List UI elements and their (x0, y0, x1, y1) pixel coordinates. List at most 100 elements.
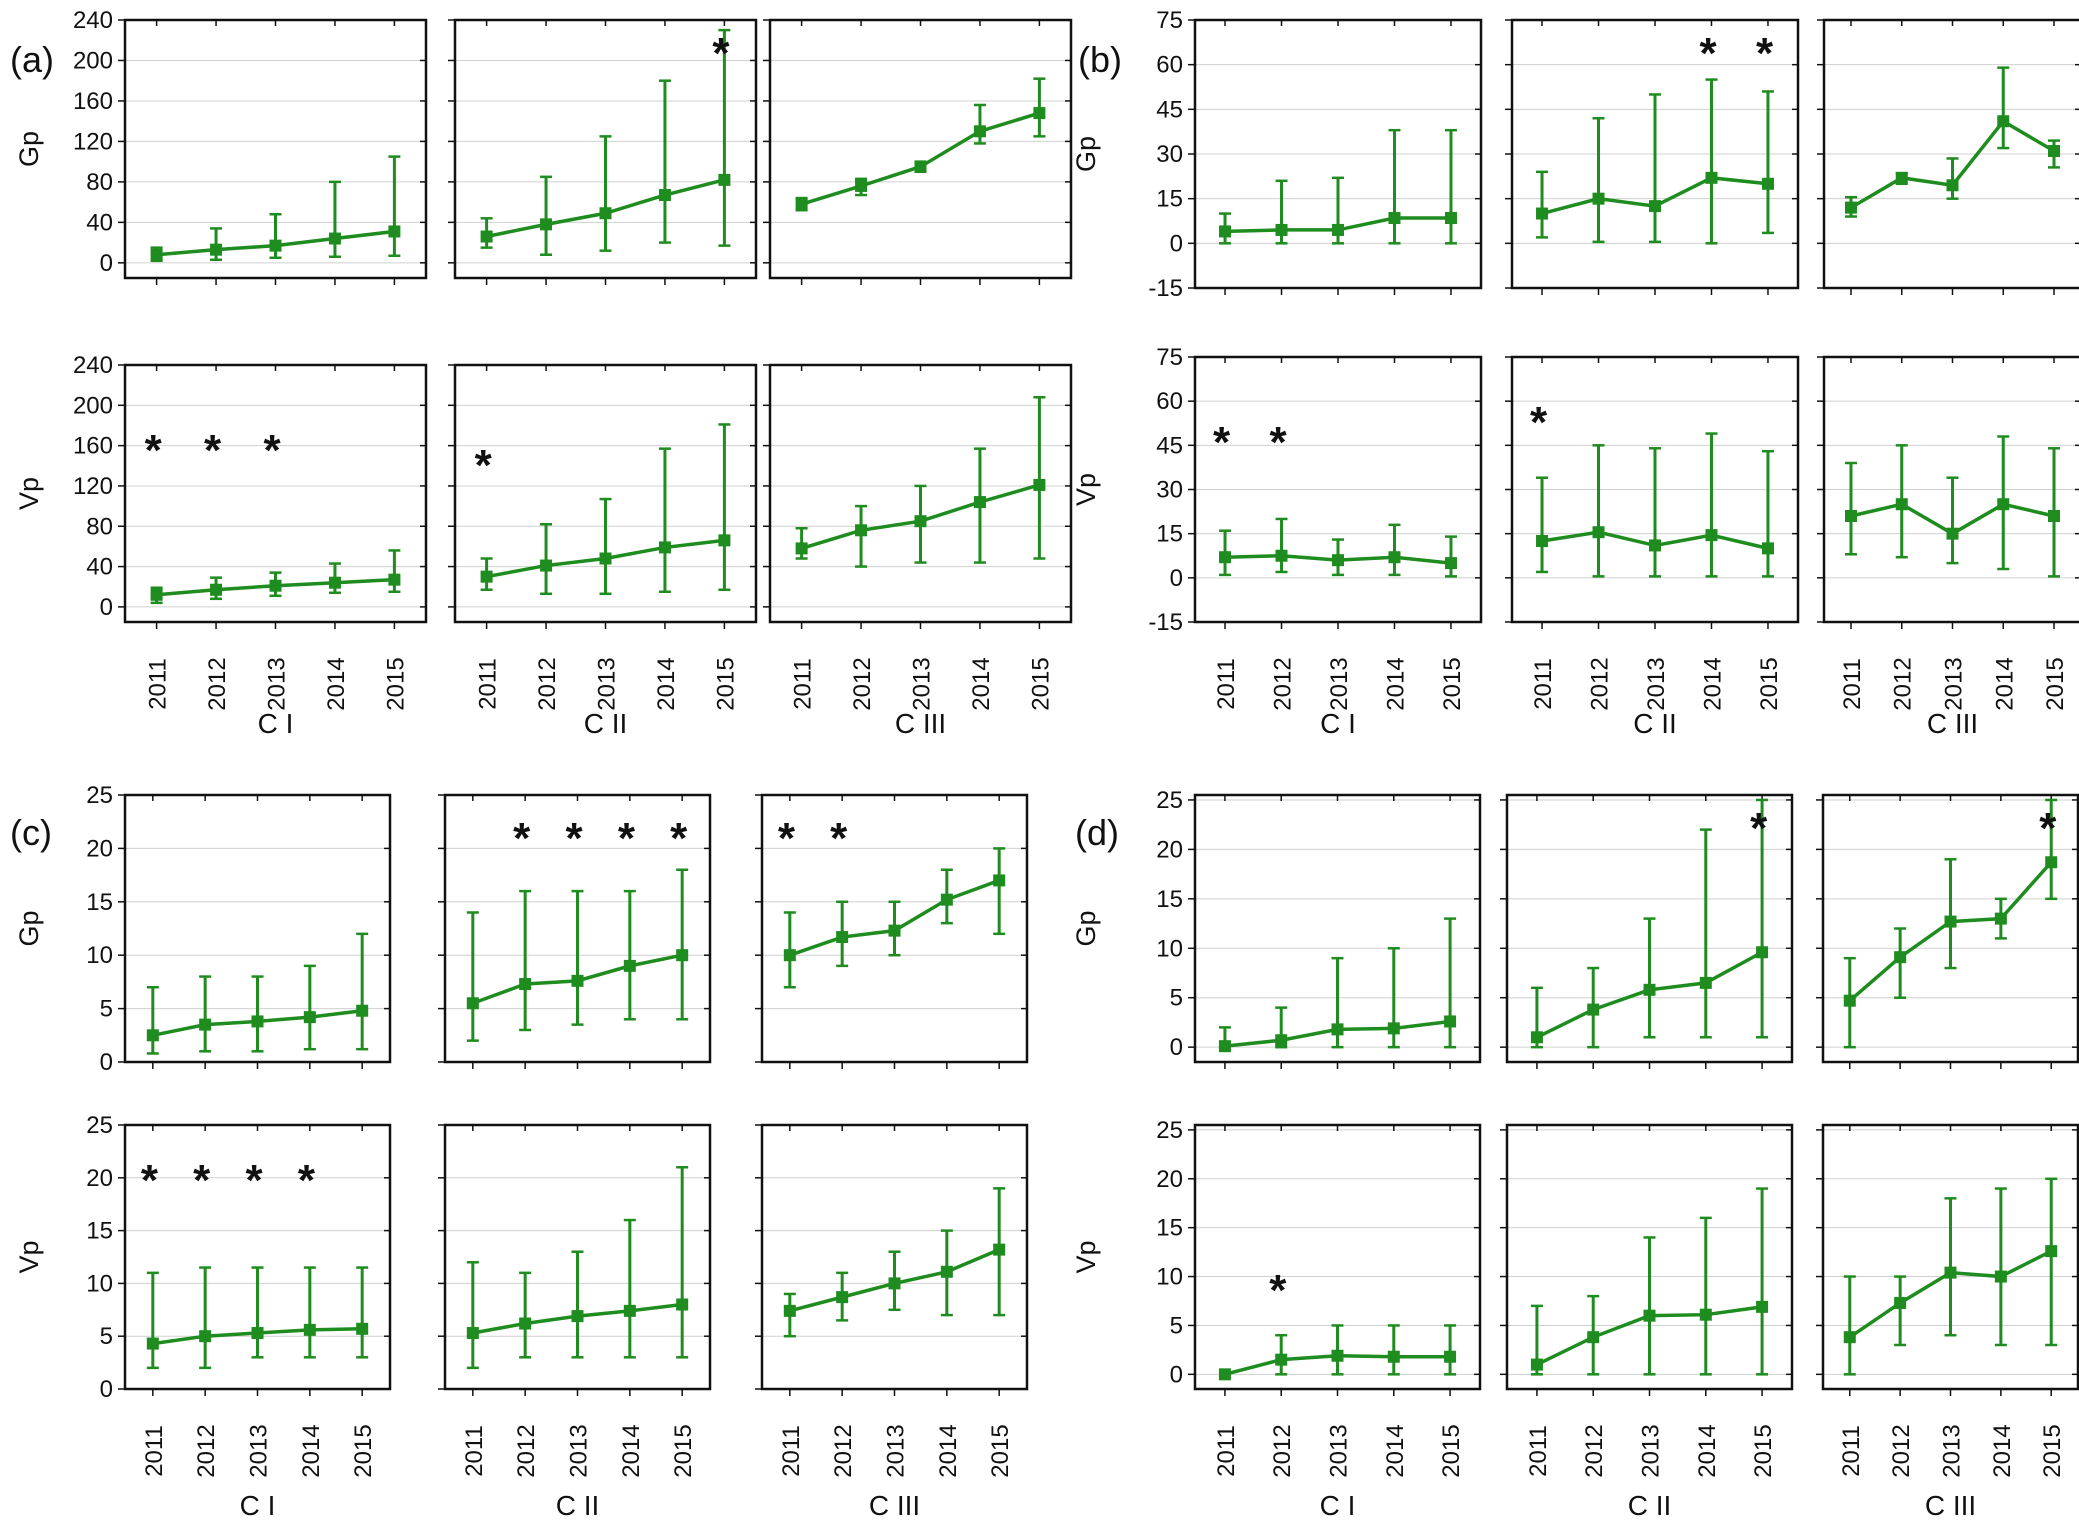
subplot-gp-cii: * * * * (438, 793, 712, 1069)
x-tick-label: 2011 (475, 658, 502, 710)
y-tick-label: 80 (86, 513, 113, 540)
y-tick-label: 200 (73, 47, 113, 74)
data-point (210, 243, 223, 256)
data-point (1894, 1296, 1907, 1309)
subplot-gp-cii: * * (1505, 18, 1800, 295)
data-point (676, 1298, 689, 1311)
x-tick-label: 2013 (1326, 1424, 1353, 1477)
subplot-vp-ci: -15 0 15 30 45 60 75 * * 2011 2012 2013 2014 2015 C I (1148, 344, 1483, 739)
group-label: C I (1320, 1490, 1356, 1521)
data-point (1444, 212, 1457, 225)
data-point (1218, 1368, 1231, 1381)
data-point (1895, 171, 1908, 184)
data-point (540, 559, 553, 572)
y-tick-label: 30 (1156, 477, 1183, 504)
subplot-vp-ci: 0 5 10 15 20 25 * 2011 2012 2013 2014 2015 C I (1156, 1117, 1482, 1521)
x-tick-label: 2013 (909, 657, 936, 710)
y-axis-label: Vp (1071, 473, 1101, 506)
data-point (303, 1011, 316, 1024)
significance-star: * (712, 29, 730, 78)
x-tick-label: 2014 (298, 1424, 325, 1477)
data-point (940, 1265, 953, 1278)
data-point (914, 515, 927, 528)
data-point (1388, 551, 1401, 564)
x-tick-label: 2014 (935, 1424, 962, 1477)
x-tick-label: 2011 (145, 658, 172, 710)
data-point (571, 974, 584, 987)
subplot-vp-cii: * 2011 2012 2013 2014 2015 C II (1505, 355, 1800, 739)
x-tick-label: 2011 (778, 1425, 805, 1477)
plot-frame (768, 18, 1073, 280)
significance-star: * (513, 814, 531, 863)
y-tick-label: -15 (1148, 275, 1183, 302)
x-tick-label: 2015 (382, 657, 409, 710)
data-point (466, 1327, 479, 1340)
significance-star: * (204, 426, 222, 475)
x-tick-label: 2011 (1839, 658, 1866, 710)
x-tick-label: 2015 (1439, 657, 1466, 710)
x-tick-label: 2013 (1941, 657, 1968, 710)
data-point (836, 1291, 849, 1304)
x-tick-label: 2012 (204, 657, 231, 710)
y-tick-label: 60 (1156, 52, 1183, 79)
subplot-vp-cii: 2011 2012 2013 2014 2015 C II (438, 1123, 712, 1521)
x-tick-label: 2012 (849, 657, 876, 710)
data-point (1844, 201, 1857, 214)
data-point (1587, 1003, 1600, 1016)
data-point (328, 232, 341, 245)
group-label: C II (556, 1490, 600, 1521)
data-point (1444, 557, 1457, 570)
group-label: C II (1628, 1490, 1672, 1521)
y-tick-label: 15 (1156, 521, 1183, 548)
data-point (1844, 510, 1857, 522)
x-tick-label: 2015 (350, 1424, 377, 1477)
data-point (269, 239, 282, 252)
y-axis-label: Vp (1071, 1240, 1101, 1273)
significance-star: * (475, 441, 493, 490)
data-point (519, 1317, 532, 1330)
y-tick-label: 240 (73, 7, 113, 34)
x-tick-label: 2014 (1694, 1424, 1721, 1477)
data-point (2048, 145, 2061, 158)
data-point (940, 893, 953, 906)
y-tick-label: 60 (1156, 388, 1183, 415)
group-label: C III (869, 1490, 920, 1521)
data-point (599, 552, 612, 565)
subplot-gp-ci: 0 40 80 120 160 200 240 (73, 7, 428, 285)
data-point (1275, 1034, 1288, 1047)
y-tick-label: 120 (73, 128, 113, 155)
data-point (1530, 1358, 1543, 1371)
data-point (1033, 478, 1046, 491)
subplot-vp-cii: 2011 2012 2013 2014 2015 C II (1500, 1123, 1794, 1521)
data-point (993, 1243, 1006, 1256)
significance-star: * (1270, 418, 1288, 467)
y-tick-label: 0 (100, 1049, 113, 1076)
data-point (1699, 976, 1712, 989)
data-point (623, 1304, 636, 1317)
x-tick-label: 2011 (1213, 1425, 1240, 1477)
y-tick-label: 5 (100, 996, 113, 1023)
data-point (199, 1018, 212, 1031)
panel-label: (b) (1078, 39, 1122, 80)
x-tick-label: 2012 (193, 1424, 220, 1477)
data-point (303, 1323, 316, 1336)
y-axis-label: Gp (14, 131, 44, 167)
data-point (1643, 983, 1656, 996)
data-point (1275, 223, 1288, 236)
x-tick-label: 2013 (264, 657, 291, 710)
subplot-vp-ciii: 2011 2012 2013 2014 2015 C III (1817, 355, 2079, 739)
y-tick-label: 40 (86, 554, 113, 581)
data-point (1705, 529, 1718, 542)
y-tick-label: 75 (1156, 344, 1183, 371)
data-point (658, 541, 671, 554)
y-tick-label: 45 (1156, 432, 1183, 459)
data-point (888, 924, 901, 937)
data-point (1643, 1309, 1656, 1322)
x-tick-label: 2015 (712, 657, 739, 710)
y-tick-label: 25 (86, 782, 113, 809)
subplot-gp-cii: * (448, 18, 758, 285)
data-point (1587, 1331, 1600, 1344)
data-point (718, 173, 731, 186)
x-tick-label: 2012 (1270, 657, 1297, 710)
